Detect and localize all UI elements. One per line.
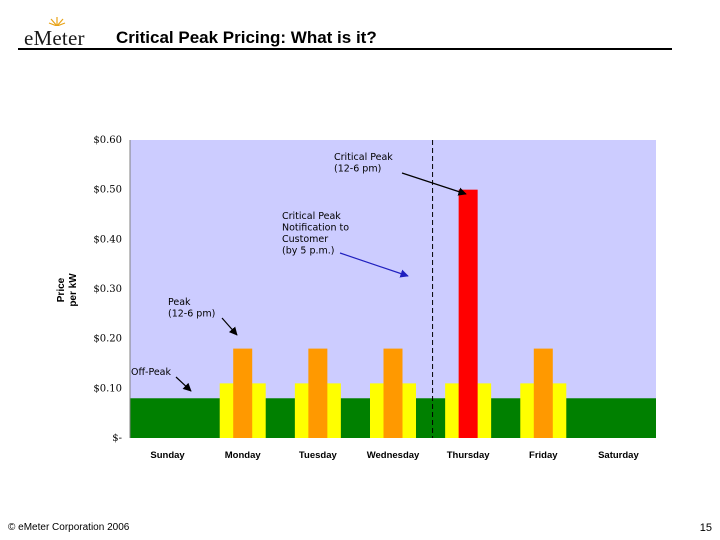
slide-header: eMeter Critical Peak Pricing: What is it… xyxy=(18,17,672,50)
x-tick-label: Friday xyxy=(529,450,558,461)
x-tick-label: Tuesday xyxy=(299,450,338,461)
critical-peak-arrow xyxy=(401,172,467,196)
sun-icon xyxy=(48,17,66,26)
critical-peak-annotation-line: Critical Peak xyxy=(334,152,393,163)
y-tick-label: $0.10 xyxy=(93,383,122,394)
peak-bar xyxy=(533,348,553,438)
copyright-text: © eMeter Corporation 2006 xyxy=(8,522,130,533)
y-tick-label: $- xyxy=(112,433,122,444)
critical-peak-annotation: Critical Peak(12-6 pm) xyxy=(334,152,393,175)
y-tick-label: $0.50 xyxy=(93,185,122,196)
notification-arrow xyxy=(339,252,409,278)
critical-peak-bar xyxy=(458,189,478,438)
peak-annotation: Peak(12-6 pm) xyxy=(168,297,215,320)
notification-annotation-line: Customer xyxy=(282,234,328,245)
x-tick-label: Saturday xyxy=(598,450,639,461)
notification-annotation-line: Notification to xyxy=(282,223,349,234)
notification-annotation-line: Critical Peak xyxy=(282,211,341,222)
notification-annotation-line: (by 5 p.m.) xyxy=(282,246,334,257)
x-tick-label: Sunday xyxy=(150,450,185,461)
off-peak-annotation: Off-Peak xyxy=(131,367,172,378)
peak-annotation-line: Peak xyxy=(168,297,191,308)
peak-bar xyxy=(233,348,253,438)
y-axis-label: Price per kW xyxy=(56,273,79,307)
x-tick-label: Monday xyxy=(225,450,262,461)
peak-arrow xyxy=(221,317,238,336)
off-peak-arrow xyxy=(175,376,192,392)
page-title: Critical Peak Pricing: What is it? xyxy=(116,28,377,47)
critical-peak-annotation-line: (12-6 pm) xyxy=(334,164,381,175)
logo-text: eMeter xyxy=(24,26,85,50)
emeter-logo: eMeter xyxy=(24,17,85,50)
y-axis-label-line: per kW xyxy=(68,273,79,307)
peak-bar xyxy=(308,348,328,438)
y-tick-label: $0.30 xyxy=(93,284,122,295)
peak-bar xyxy=(383,348,403,438)
y-tick-label: $0.60 xyxy=(93,135,122,146)
page-number: 15 xyxy=(699,522,712,534)
x-tick-label: Wednesday xyxy=(367,450,420,461)
y-axis-label-line: Price xyxy=(56,277,67,302)
y-tick-label: $0.20 xyxy=(93,334,122,345)
x-tick-label: Thursday xyxy=(447,450,490,461)
peak-annotation-line: (12-6 pm) xyxy=(168,309,215,320)
off-peak-annotation-line: Off-Peak xyxy=(131,367,172,378)
y-tick-label: $0.40 xyxy=(93,234,122,245)
